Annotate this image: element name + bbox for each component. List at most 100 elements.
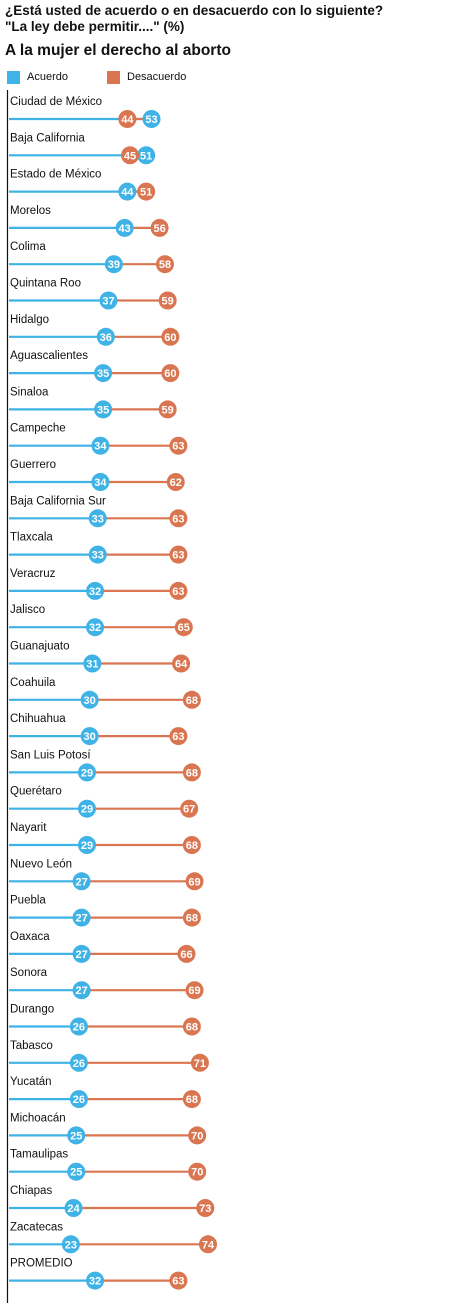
disagree-value-label: 66	[180, 949, 192, 961]
agree-value-label: 30	[84, 731, 96, 743]
agree-value-label: 29	[81, 767, 93, 779]
category-label: Tabasco	[10, 1040, 53, 1052]
chart-question: ¿Está usted de acuerdo o en desacuerdo c…	[5, 3, 471, 35]
agree-dot	[99, 291, 118, 310]
agree-value-label: 32	[89, 622, 101, 634]
disagree-value-label: 58	[159, 259, 171, 271]
disagree-dot	[182, 836, 201, 854]
agree-value-label: 43	[119, 223, 131, 235]
agree-value-label: 26	[73, 1058, 85, 1070]
category-label: Hidalgo	[10, 314, 49, 326]
agree-value-label: 23	[65, 1239, 77, 1251]
question-line-2: "La ley debe permitir...." (%)	[5, 19, 185, 34]
agree-dot	[104, 255, 123, 274]
category-label: San Luis Potosí	[10, 749, 91, 761]
legend-agree: Acuerdo	[7, 70, 68, 84]
disagree-value-label: 59	[162, 296, 174, 308]
category-label: PROMEDIO	[10, 1258, 73, 1270]
disagree-value-label: 71	[194, 1058, 206, 1070]
disagree-value-label: 68	[186, 1022, 198, 1034]
disagree-value-label: 69	[188, 876, 200, 888]
disagree-value-label: 63	[172, 1276, 184, 1288]
category-label: Sinaloa	[10, 386, 49, 398]
disagree-value-label: 56	[153, 223, 165, 235]
agree-value-label: 39	[108, 259, 120, 271]
disagree-value-label: 65	[178, 622, 190, 634]
disagree-dot	[185, 981, 204, 1000]
disagree-dot	[182, 1017, 201, 1036]
agree-value-label: 44	[121, 187, 134, 199]
legend-disagree: Desacuerdo	[107, 70, 186, 84]
legend-disagree-label: Desacuerdo	[127, 71, 187, 83]
agree-value-label: 35	[97, 404, 109, 416]
disagree-dot	[121, 146, 140, 165]
category-label: Zacatecas	[10, 1221, 63, 1233]
agree-dot	[64, 1199, 83, 1217]
agree-value-label: 27	[75, 876, 87, 888]
category-label: Nuevo León	[10, 858, 72, 870]
agree-dot	[77, 763, 96, 782]
disagree-value-label: 64	[175, 659, 188, 671]
category-label: Campeche	[10, 423, 66, 435]
disagree-value-label: 45	[124, 150, 136, 162]
disagree-dot	[155, 255, 174, 274]
agree-dot	[72, 944, 91, 963]
agree-dot	[72, 908, 91, 927]
disagree-value-label: 69	[188, 985, 200, 997]
agree-dot	[80, 727, 99, 746]
agree-dot	[67, 1162, 86, 1181]
category-label: Morelos	[10, 205, 51, 217]
disagree-dot	[190, 1053, 209, 1072]
disagree-dot	[182, 763, 201, 782]
category-label: Colima	[10, 241, 46, 253]
disagree-dot	[166, 473, 185, 491]
disagree-value-label: 63	[172, 731, 184, 743]
agree-value-label: 53	[145, 114, 157, 126]
agree-value-label: 51	[140, 150, 152, 162]
disagree-dot	[169, 545, 188, 564]
category-label: Chihuahua	[10, 713, 66, 725]
agree-dot	[72, 872, 91, 891]
agree-dot	[86, 1271, 105, 1290]
disagree-value-label: 44	[121, 114, 134, 126]
disagree-dot	[169, 727, 188, 746]
agree-value-label: 29	[81, 840, 93, 852]
disagree-value-label: 70	[191, 1167, 203, 1179]
disagree-value-label: 60	[164, 368, 176, 380]
category-label: Michoacán	[10, 1112, 66, 1124]
disagree-dot	[169, 509, 188, 528]
disagree-dot	[180, 799, 199, 818]
agree-value-label: 32	[89, 1276, 101, 1288]
legend-agree-swatch	[7, 70, 20, 84]
agree-dot	[91, 436, 110, 455]
disagree-dot	[174, 618, 193, 637]
agree-dot	[94, 364, 113, 383]
disagree-dot	[161, 327, 180, 346]
category-label: Tlaxcala	[10, 532, 53, 544]
agree-value-label: 25	[70, 1130, 82, 1142]
agree-value-label: 33	[92, 513, 104, 525]
agree-value-label: 35	[97, 368, 109, 380]
category-label: Querétaro	[10, 786, 62, 798]
category-label: Baja California	[10, 132, 85, 144]
disagree-value-label: 67	[183, 804, 195, 816]
agree-dot	[96, 327, 115, 346]
agree-dot	[88, 545, 107, 564]
category-label: Chiapas	[10, 1185, 52, 1197]
category-label: Baja California Sur	[10, 495, 106, 507]
disagree-value-label: 62	[170, 477, 182, 489]
disagree-dot	[188, 1162, 207, 1181]
disagree-dot	[158, 291, 177, 310]
category-label: Jalisco	[10, 604, 45, 616]
disagree-dot	[158, 400, 177, 419]
disagree-dot	[169, 436, 188, 455]
agree-value-label: 25	[70, 1167, 82, 1179]
agree-dot	[86, 581, 105, 600]
disagree-value-label: 74	[202, 1239, 215, 1251]
disagree-value-label: 68	[186, 1094, 198, 1106]
disagree-value-label: 68	[186, 840, 198, 852]
disagree-value-label: 70	[191, 1130, 203, 1142]
agree-value-label: 34	[94, 477, 107, 489]
category-label: Coahuila	[10, 677, 56, 689]
category-label: Sonora	[10, 967, 48, 979]
